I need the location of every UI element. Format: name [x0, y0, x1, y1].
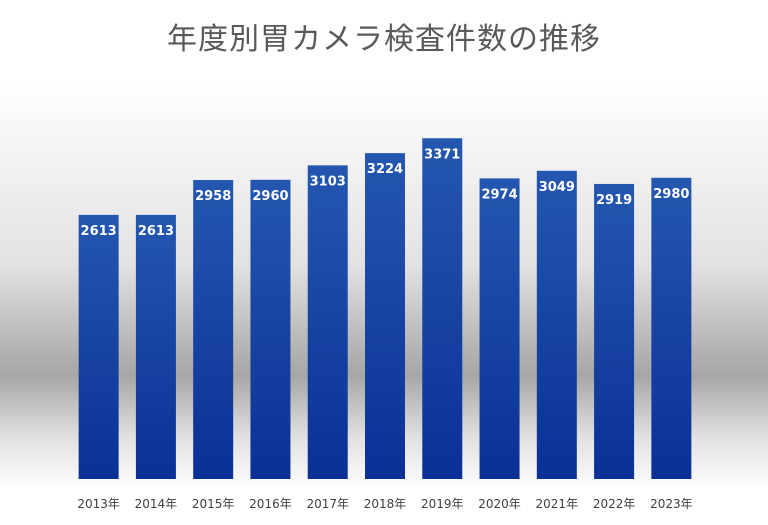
- x-tick-label: 2015年: [192, 497, 235, 511]
- x-tick-label: 2014年: [135, 497, 178, 511]
- bar-2013年: [78, 214, 119, 480]
- value-label: 3103: [310, 174, 346, 189]
- x-tick-label: 2017年: [306, 497, 349, 511]
- bar-2014年: [135, 214, 176, 480]
- bar-2021年: [536, 170, 577, 480]
- value-label: 2980: [653, 187, 689, 202]
- value-label: 2613: [138, 224, 174, 239]
- x-tick-label: 2019年: [421, 497, 464, 511]
- value-label: 2958: [195, 189, 231, 204]
- bar-2019年: [422, 138, 463, 479]
- x-tick-label: 2020年: [478, 497, 521, 511]
- bar-2017年: [307, 165, 348, 479]
- bar-2020年: [479, 178, 520, 479]
- bar-2023年: [651, 177, 692, 479]
- x-tick-label: 2013年: [77, 497, 120, 511]
- bar-2016年: [250, 179, 291, 480]
- value-label: 3371: [424, 147, 460, 162]
- bars-group: [78, 138, 692, 480]
- value-label: 3049: [539, 180, 575, 195]
- value-label: 2919: [596, 193, 632, 208]
- bar-2018年: [365, 153, 405, 479]
- x-tick-label: 2016年: [249, 497, 292, 511]
- value-label: 2960: [252, 189, 288, 204]
- bar-2022年: [594, 183, 635, 479]
- chart-title: 年度別胃カメラ検査件数の推移: [167, 22, 601, 57]
- x-tick-label: 2021年: [536, 497, 579, 511]
- bar-2015年: [193, 180, 234, 479]
- value-label: 3224: [367, 162, 403, 177]
- x-tick-label: 2022年: [593, 497, 636, 511]
- x-tick-labels-group: 2013年 2014年 2015年 2016年 2017年 2018年 2019年 2020年…: [77, 497, 692, 511]
- value-label: 2974: [481, 187, 517, 202]
- x-tick-label: 2018年: [364, 497, 407, 511]
- value-labels-group: 2613 2613 2958 2960 3103 3224 3371 2974 3049 2919…: [81, 147, 690, 239]
- x-tick-label: 2023年: [650, 497, 693, 511]
- value-label: 2613: [81, 224, 117, 239]
